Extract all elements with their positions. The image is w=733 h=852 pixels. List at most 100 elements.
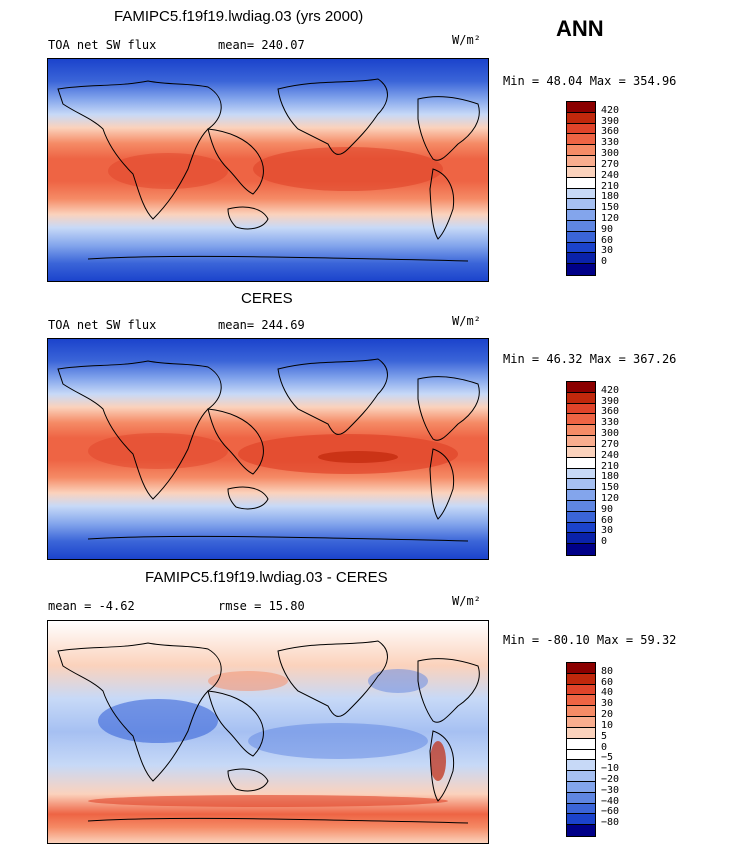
colorbar-swatch — [567, 706, 595, 718]
colorbar-swatch — [567, 382, 595, 393]
colorbar-swatch — [567, 264, 595, 275]
colorbar-swatch — [567, 112, 595, 124]
panel-3-title: FAMIPC5.f19f19.lwdiag.03 - CERES — [145, 569, 388, 586]
colorbar-tick-label: 30 — [601, 525, 614, 537]
colorbar-swatch — [567, 490, 595, 501]
colorbar-swatch — [567, 771, 595, 782]
colorbar-swatch — [567, 468, 595, 480]
panel-1-left-label: TOA net SW flux — [48, 38, 157, 52]
colorbar-swatch — [567, 210, 595, 221]
colorbar-swatch — [567, 695, 595, 707]
colorbar-tick-label: 60 — [601, 514, 614, 526]
colorbar-swatch — [567, 414, 595, 426]
colorbar-swatch — [567, 814, 595, 826]
panel-3-map — [47, 620, 489, 844]
colorbar-tick-label: 0 — [601, 741, 608, 753]
colorbar-tick-label: 300 — [601, 428, 620, 440]
colorbar-swatch — [567, 425, 595, 437]
colorbar-swatch — [567, 760, 595, 772]
colorbar-tick-label: 300 — [601, 148, 620, 160]
colorbar-tick-label: 120 — [601, 212, 620, 224]
colorbar-tick-label: 360 — [601, 406, 620, 418]
colorbar-swatch — [567, 781, 595, 793]
colorbar-swatch — [567, 188, 595, 200]
panel-3-colorbar — [566, 662, 596, 837]
colorbar-tick-label: 80 — [601, 665, 614, 677]
panel-1-title: FAMIPC5.f19f19.lwdiag.03 (yrs 2000) — [114, 8, 364, 25]
season-label: ANN — [556, 16, 604, 41]
colorbar-tick-label: 120 — [601, 492, 620, 504]
colorbar-tick-label: −40 — [601, 795, 620, 807]
panel-3-right-label: rmse = 15.80 — [218, 599, 305, 613]
colorbar-swatch — [567, 134, 595, 146]
colorbar-tick-label: 240 — [601, 449, 620, 461]
colorbar-tick-label: 210 — [601, 460, 620, 472]
colorbar-swatch — [567, 803, 595, 815]
panel-2-minmax: Min = 46.32 Max = 367.26 — [503, 352, 677, 366]
colorbar-tick-label: 330 — [601, 137, 620, 149]
colorbar-swatch — [567, 522, 595, 534]
panel-1-minmax: Min = 48.04 Max = 354.96 — [503, 74, 677, 88]
panel-2-colorbar — [566, 381, 596, 556]
colorbar-swatch — [567, 242, 595, 254]
colorbar-tick-label: 5 — [601, 730, 608, 742]
colorbar-swatch — [567, 544, 595, 555]
colorbar-swatch — [567, 673, 595, 685]
colorbar-tick-label: 30 — [601, 698, 614, 710]
colorbar-swatch — [567, 500, 595, 512]
panel-1-units: W/m² — [452, 33, 481, 47]
colorbar-swatch — [567, 663, 595, 674]
colorbar-swatch — [567, 749, 595, 761]
panel-2-left-label: TOA net SW flux — [48, 318, 157, 332]
colorbar-swatch — [567, 511, 595, 523]
colorbar-swatch — [567, 220, 595, 232]
colorbar-tick-label: 210 — [601, 180, 620, 192]
panel-2-title: CERES — [241, 290, 293, 307]
panel-2-units: W/m² — [452, 314, 481, 328]
colorbar-tick-label: −5 — [601, 752, 614, 764]
colorbar-tick-label: 60 — [601, 234, 614, 246]
colorbar-tick-label: 60 — [601, 676, 614, 688]
colorbar-tick-label: 0 — [601, 256, 608, 268]
colorbar-swatch — [567, 533, 595, 545]
panel-3-minmax: Min = -80.10 Max = 59.32 — [503, 633, 677, 647]
colorbar-tick-label: 180 — [601, 471, 620, 483]
colorbar-swatch — [567, 145, 595, 157]
panel-1-colorbar — [566, 101, 596, 276]
colorbar-swatch — [567, 792, 595, 804]
colorbar-swatch — [567, 738, 595, 750]
colorbar-tick-label: 240 — [601, 169, 620, 181]
colorbar-tick-label: 20 — [601, 709, 614, 721]
colorbar-tick-label: −20 — [601, 773, 620, 785]
colorbar-swatch — [567, 446, 595, 458]
panel-1-map — [47, 58, 489, 282]
colorbar-swatch — [567, 825, 595, 836]
colorbar-swatch — [567, 684, 595, 696]
colorbar-tick-label: 330 — [601, 417, 620, 429]
panel-2-right-label: mean= 244.69 — [218, 318, 305, 332]
colorbar-tick-label: 180 — [601, 191, 620, 203]
colorbar-swatch — [567, 403, 595, 415]
colorbar-tick-label: 90 — [601, 223, 614, 235]
colorbar-tick-label: −80 — [601, 817, 620, 829]
colorbar-tick-label: 420 — [601, 384, 620, 396]
colorbar-tick-label: 390 — [601, 115, 620, 127]
colorbar-swatch — [567, 199, 595, 211]
colorbar-swatch — [567, 727, 595, 739]
colorbar-tick-label: 150 — [601, 202, 620, 214]
colorbar-tick-label: −30 — [601, 784, 620, 796]
colorbar-tick-label: 360 — [601, 126, 620, 138]
colorbar-swatch — [567, 166, 595, 178]
colorbar-swatch — [567, 231, 595, 243]
panel-3-left-label: mean = -4.62 — [48, 599, 135, 613]
colorbar-tick-label: −10 — [601, 763, 620, 775]
colorbar-swatch — [567, 156, 595, 167]
colorbar-tick-label: 420 — [601, 104, 620, 116]
colorbar-tick-label: 270 — [601, 158, 620, 170]
colorbar-swatch — [567, 123, 595, 135]
panel-2-map — [47, 338, 489, 560]
colorbar-swatch — [567, 457, 595, 469]
colorbar-swatch — [567, 436, 595, 447]
colorbar-tick-label: 90 — [601, 503, 614, 515]
colorbar-tick-label: 10 — [601, 719, 614, 731]
